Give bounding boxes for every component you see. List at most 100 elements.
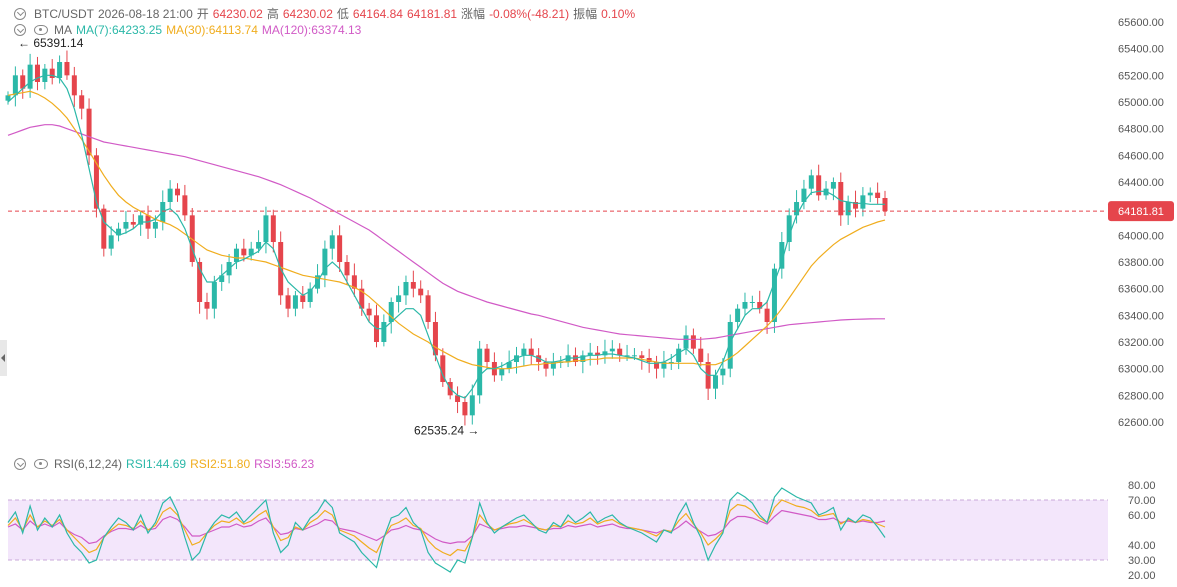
candle-body (764, 308, 770, 322)
candle-body (130, 222, 136, 225)
rsi3-legend: RSI3:56.23 (254, 457, 315, 471)
candle-body (5, 95, 11, 101)
candle-body (182, 195, 188, 216)
candle-body (197, 262, 203, 302)
high-label: 高 (266, 7, 279, 21)
candle-body (285, 295, 291, 309)
candle-body (152, 222, 158, 229)
rsi-tick-label: 60.00 (1128, 510, 1156, 522)
rsi-visibility-eye-icon[interactable] (34, 459, 48, 469)
candle-body (79, 95, 85, 109)
candle-body (64, 62, 70, 76)
y-tick-label: 64600.00 (1118, 150, 1164, 162)
ma-label: MA (54, 23, 72, 37)
candle-body (248, 248, 254, 256)
candle-body (477, 348, 483, 396)
side-panel-toggle[interactable] (0, 340, 7, 376)
candle-body (646, 358, 652, 362)
candle-body (609, 348, 615, 352)
y-tick-label: 63600.00 (1118, 284, 1164, 296)
ma-collapse-chevron-icon[interactable] (14, 24, 26, 36)
rsi-tick-label: 80.00 (1128, 480, 1156, 492)
candle-body (12, 75, 18, 96)
candle-body (116, 228, 122, 236)
candle-body (676, 348, 682, 362)
candle-body (381, 322, 387, 342)
rsi-tick-label: 20.00 (1128, 570, 1156, 582)
y-tick-label: 63800.00 (1118, 257, 1164, 269)
candle-body (307, 288, 313, 302)
candle-body (860, 195, 866, 209)
candle-body (366, 308, 372, 316)
candle-body (786, 215, 792, 242)
y-tick-label: 65400.00 (1118, 44, 1164, 56)
candle-body (749, 302, 755, 303)
candle-body (57, 62, 63, 78)
candle-body (403, 282, 409, 296)
candle-body (735, 308, 741, 322)
candle-body (337, 235, 343, 262)
rsi1-legend: RSI1:44.69 (126, 457, 187, 471)
last-price-label: 64181.81 (1118, 206, 1164, 218)
candle-body (351, 275, 357, 289)
candle-body (123, 222, 129, 229)
candle-body (322, 248, 328, 276)
candle-body (794, 202, 800, 216)
ma-visibility-eye-icon[interactable] (34, 25, 48, 35)
candle-body (86, 108, 92, 156)
candle-body (292, 295, 298, 309)
amplitude-label: 振幅 (573, 7, 598, 21)
rsi1-line (7, 487, 886, 573)
y-tick-label: 64000.00 (1118, 230, 1164, 242)
candle-body (432, 322, 438, 356)
candle-body (425, 295, 431, 322)
candle-body (845, 202, 851, 216)
change-label: 涨幅 (461, 7, 486, 21)
datetime-label: 2026-08-18 21:00 (98, 6, 193, 21)
amplitude-value: 0.10% (601, 6, 636, 21)
candle-body (808, 175, 814, 189)
candle-body (219, 275, 225, 282)
candle-body (587, 352, 593, 356)
max-price-label: ← 65391.14 (18, 36, 84, 50)
rsi-band (8, 500, 1108, 560)
candle-body (71, 75, 77, 96)
ma7-line (7, 74, 885, 399)
candle-body (668, 362, 674, 363)
candle-body (528, 348, 534, 356)
candle-body (771, 268, 777, 322)
ma-legend: MA MA(7):64233.25 MA(30):64113.74 MA(120… (14, 23, 361, 37)
candle-body (329, 235, 335, 249)
candle-body (455, 395, 461, 402)
price-header: BTC/USDT 2026-08-18 21:00 开 64230.02 高 6… (14, 5, 635, 22)
rsi-label: RSI(6,12,24) (54, 457, 123, 471)
close-value: 64181.81 (406, 6, 458, 21)
y-tick-label: 65600.00 (1118, 17, 1164, 29)
candle-body (300, 295, 306, 302)
rsi-tick-label: 40.00 (1128, 540, 1156, 552)
y-tick-label: 65200.00 (1118, 70, 1164, 82)
candle-body (580, 355, 586, 362)
candle-body (712, 375, 718, 389)
candle-body (233, 248, 239, 262)
candle-body (572, 355, 578, 362)
rsi2-line (7, 499, 886, 557)
candle-body (256, 242, 262, 249)
candle-body (816, 175, 822, 196)
candle-body (359, 288, 365, 309)
candle-body (602, 351, 608, 356)
high-value: 64230.02 (282, 6, 333, 21)
candle-body (742, 302, 748, 309)
candle-body (683, 335, 689, 349)
rsi-collapse-chevron-icon[interactable] (14, 458, 26, 470)
collapse-chevron-icon[interactable] (14, 7, 26, 20)
min-price-label: 62535.24 → (414, 424, 479, 438)
candle-body (108, 235, 114, 249)
rsi2-legend: RSI2:51.80 (190, 457, 251, 471)
candle-body (396, 295, 402, 302)
candle-body (499, 368, 505, 376)
candle-body (388, 302, 394, 322)
candle-body (654, 362, 660, 369)
y-tick-label: 64400.00 (1118, 177, 1164, 189)
